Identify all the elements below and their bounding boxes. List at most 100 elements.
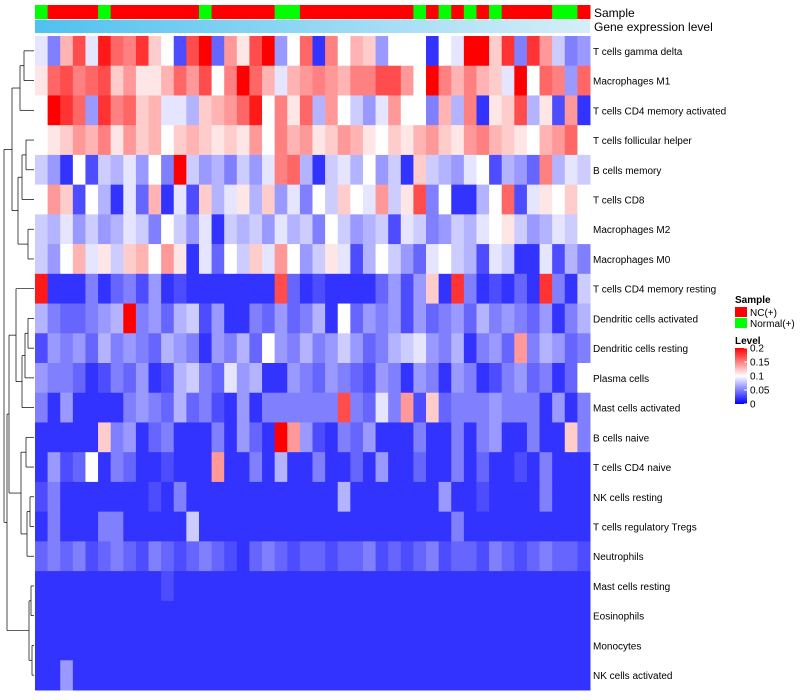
heatmap-cell (123, 36, 137, 67)
heatmap-cell (564, 511, 578, 542)
heatmap-cell (451, 452, 465, 483)
heatmap-cell (337, 363, 351, 394)
heatmap-cell (85, 541, 99, 572)
row-label: Dendritic cells activated (593, 314, 698, 325)
heatmap-cell (148, 511, 162, 542)
heatmap-cell (211, 36, 225, 67)
heatmap-cell (85, 481, 99, 513)
heatmap-cell (224, 541, 238, 572)
heatmap-cell (337, 511, 351, 542)
sample-track-cell (173, 5, 187, 19)
heatmap-cell (274, 65, 288, 96)
heatmap-cell (501, 65, 515, 96)
heatmap-cell (539, 422, 553, 453)
heatmap-cell (173, 125, 187, 156)
heatmap-cell (186, 244, 200, 275)
heatmap-cell (123, 244, 137, 275)
sample-track-cell (426, 5, 440, 19)
heatmap-cell (173, 36, 187, 67)
heatmap-cell (501, 244, 515, 275)
heatmap-cell (85, 214, 99, 245)
heatmap-cell (35, 452, 49, 483)
heatmap-cell (262, 481, 276, 513)
heatmap-cell (539, 600, 553, 632)
heatmap-cell (577, 184, 591, 215)
heatmap-cell (413, 184, 427, 215)
heatmap-cell (123, 154, 137, 186)
sample-track-cell (312, 5, 326, 19)
heatmap-cell (375, 660, 389, 691)
heatmap-cell (413, 214, 427, 245)
row-label: Eosinophils (593, 612, 644, 623)
heatmap-cell (577, 571, 591, 602)
heatmap-cell (60, 630, 74, 661)
heatmap-cell (148, 95, 162, 126)
heatmap-cell (98, 154, 112, 186)
heatmap-cell (426, 273, 440, 305)
heatmap-cell (362, 303, 377, 334)
heatmap-cell (72, 333, 86, 364)
heatmap-cell (476, 571, 490, 602)
heatmap-cell (501, 571, 515, 602)
heatmap-cell (539, 392, 553, 423)
heatmap-cell (476, 65, 490, 96)
heatmap-cell (400, 630, 414, 661)
heatmap-cell (161, 36, 175, 67)
heatmap-cell (299, 392, 313, 423)
heatmap-cell (35, 571, 49, 602)
heatmap-cell (514, 571, 528, 602)
heatmap-cell (85, 452, 99, 483)
heatmap-cell (161, 154, 175, 186)
heatmap-cell (47, 214, 61, 245)
heatmap-cell (388, 333, 402, 364)
heatmap-cell (514, 125, 528, 156)
heatmap-cell (489, 571, 503, 602)
heatmap-cell (564, 363, 578, 394)
heatmap-cell (451, 273, 465, 305)
heatmap-cell (236, 363, 250, 394)
heatmap-cell (362, 333, 377, 364)
heatmap-cell (287, 600, 301, 632)
sample-annotation-track (35, 5, 591, 19)
heatmap-cell (476, 392, 490, 423)
heatmap-cell (400, 214, 414, 245)
heatmap-cell (526, 600, 541, 632)
heatmap-cell (224, 452, 238, 483)
heatmap-cell (388, 184, 402, 215)
heatmap-cell (224, 481, 238, 513)
heatmap-cell (564, 95, 578, 126)
heatmap-cell (362, 244, 377, 275)
heatmap-cell (72, 422, 86, 453)
heatmap-cell (577, 36, 591, 67)
heatmap-cell (400, 452, 414, 483)
heatmap-cell (211, 303, 225, 334)
heatmap-cell (564, 422, 578, 453)
heatmap-cell (463, 154, 477, 186)
heatmap-cell (161, 481, 175, 513)
heatmap-cell (249, 244, 263, 275)
heatmap-cell (476, 95, 490, 126)
heatmap-cell (98, 273, 112, 305)
heatmap-cell (274, 95, 288, 126)
heatmap-cell (98, 571, 112, 602)
heatmap-cell (262, 125, 276, 156)
heatmap-cell (514, 244, 528, 275)
heatmap-cell (47, 125, 61, 156)
heatmap-cell (388, 65, 402, 96)
heatmap-cell (299, 511, 313, 542)
heatmap-cell (375, 303, 389, 334)
heatmap-cell (362, 452, 377, 483)
heatmap-cell (426, 303, 440, 334)
heatmap-cell (274, 571, 288, 602)
heatmap-cell (173, 154, 187, 186)
heatmap-cell (413, 511, 427, 542)
heatmap-cell (526, 303, 541, 334)
heatmap-cell (236, 95, 250, 126)
heatmap-cell (337, 481, 351, 513)
heatmap-cell (375, 571, 389, 602)
heatmap-cell (400, 363, 414, 394)
heatmap-cell (211, 392, 225, 423)
heatmap-cell (123, 452, 137, 483)
heatmap-cell (287, 571, 301, 602)
heatmap-cell (375, 392, 389, 423)
